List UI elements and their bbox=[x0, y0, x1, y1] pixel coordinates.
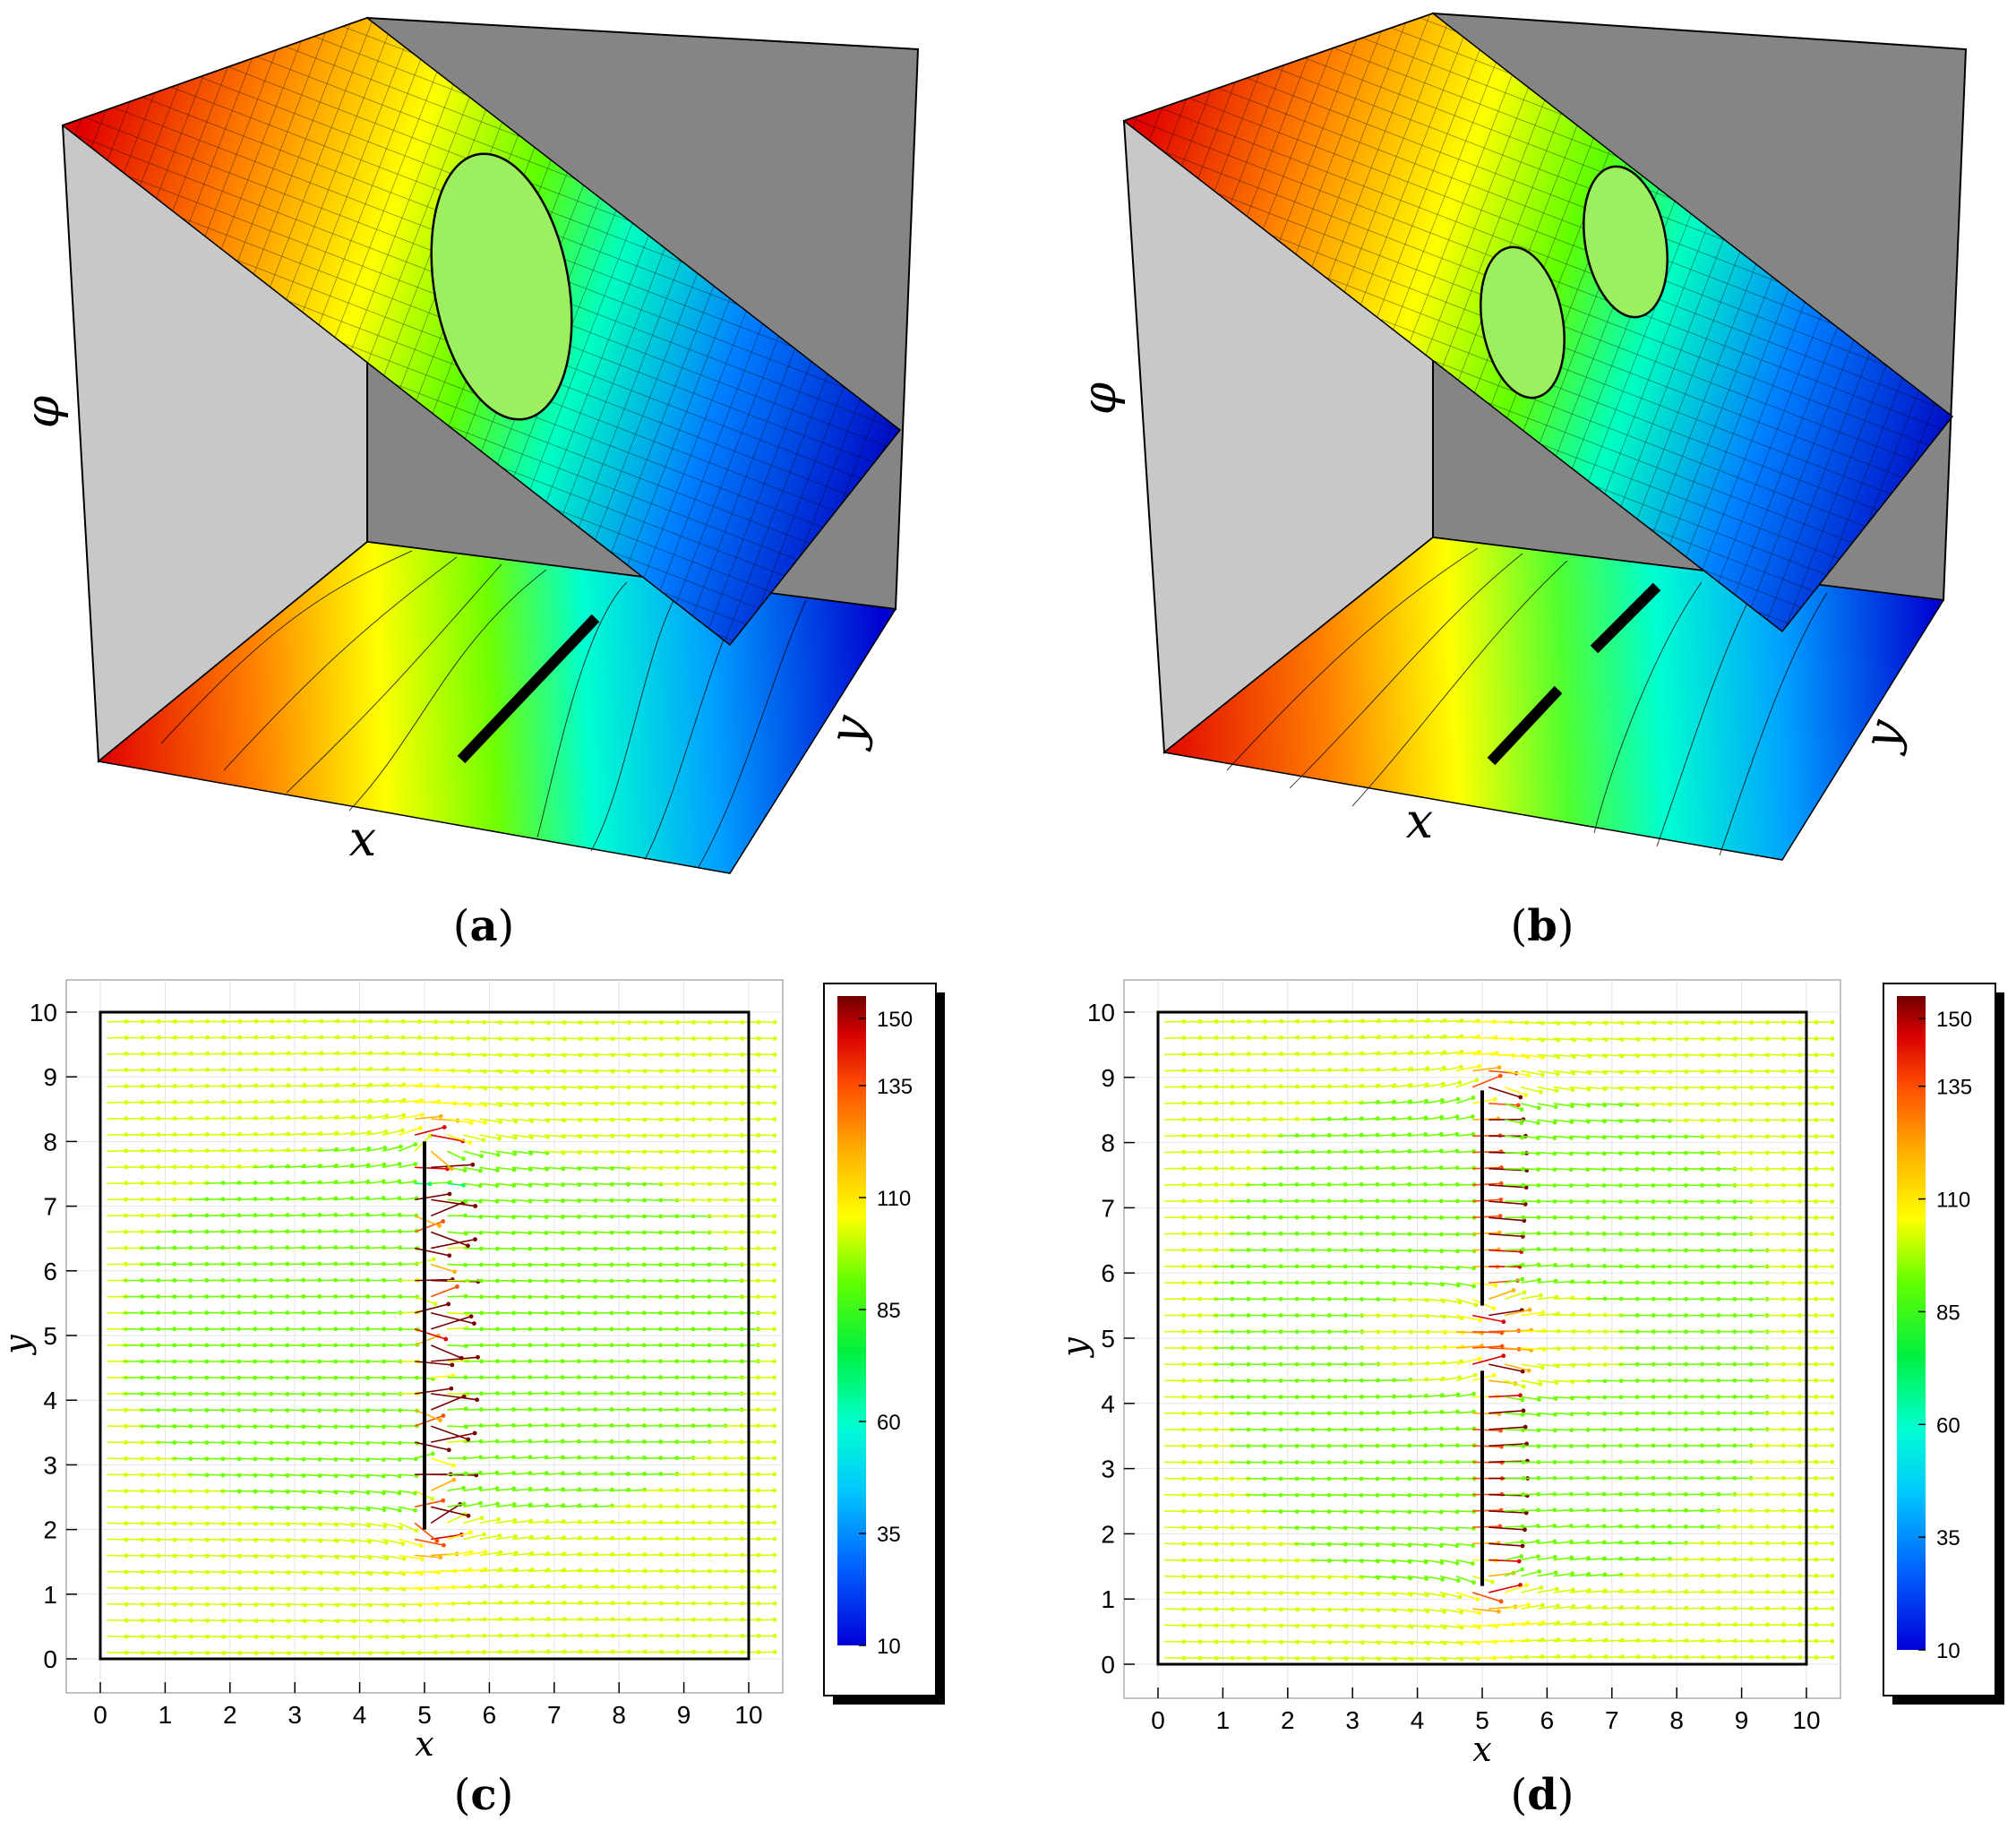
panel-c-vector-arrows bbox=[107, 1018, 777, 1656]
panel-c-y-tick-label: 2 bbox=[43, 1516, 57, 1544]
panel-c-colorbar bbox=[837, 996, 866, 1645]
panel-a-floor-crack bbox=[457, 614, 600, 764]
panel-c-x-tick-label: 10 bbox=[734, 1701, 762, 1729]
panel-a-surface-crack bbox=[430, 152, 573, 421]
panel-a-caption: (a) bbox=[453, 901, 515, 951]
panel-b-caption: (b) bbox=[1510, 901, 1574, 951]
panel-b-floor-crack-2 bbox=[1590, 582, 1661, 654]
panel-c-y-tick-label: 9 bbox=[43, 1063, 57, 1091]
panel-b-y-axis-label: y bbox=[1851, 713, 1914, 757]
panel-d-y-tick-label: 7 bbox=[1101, 1194, 1115, 1222]
panel-a-z-axis-label: φ bbox=[16, 395, 70, 428]
panel-d-domain-border bbox=[1156, 1010, 1808, 1666]
panel-d-colorbar-tick-label: 60 bbox=[1936, 1413, 1960, 1438]
panel-c-x-tick-label: 9 bbox=[677, 1701, 691, 1729]
panel-d-y-tick-label: 9 bbox=[1101, 1064, 1115, 1092]
panel-c-domain-border bbox=[99, 1010, 751, 1661]
panel-c-x-tick-label: 5 bbox=[417, 1701, 432, 1729]
panel-c-x-tick-label: 3 bbox=[287, 1701, 302, 1729]
panel-a-y-axis-label: y bbox=[817, 709, 879, 752]
panel-b-floor-contours bbox=[1226, 547, 1828, 856]
panel-d-x-tick-label: 8 bbox=[1669, 1706, 1684, 1734]
panel-c-y-tick-label: 6 bbox=[43, 1258, 57, 1285]
panel-b-x-axis-label: x bbox=[1406, 793, 1433, 849]
panel-d-colorbar-tick-label: 150 bbox=[1936, 1008, 1972, 1032]
panel-d-y-tick-label: 1 bbox=[1101, 1585, 1115, 1613]
panel-d-y-tick-label: 6 bbox=[1101, 1259, 1115, 1287]
panel-d-x-tick-label: 6 bbox=[1540, 1706, 1555, 1734]
panel-d-y-tick-label: 0 bbox=[1101, 1651, 1115, 1679]
panel-a-floor-contours bbox=[160, 550, 807, 868]
panel-c-x-tick-label: 7 bbox=[547, 1701, 562, 1729]
panel-c-y-tick-label: 0 bbox=[43, 1645, 57, 1673]
panel-d-x-tick-label: 4 bbox=[1411, 1706, 1425, 1734]
panel-d-x-tick-label: 0 bbox=[1151, 1706, 1165, 1734]
panel-c-x-tick-label: 0 bbox=[93, 1701, 107, 1729]
panel-a-floor bbox=[97, 541, 897, 874]
panel-d-y-axis-label: y bbox=[1055, 1337, 1094, 1359]
panel-b-surface-crack-1 bbox=[1480, 245, 1566, 399]
panel-c-colorbar-tick-label: 110 bbox=[877, 1187, 911, 1211]
panel-d-x-tick-label: 1 bbox=[1216, 1706, 1231, 1734]
panel-c-vector-plot: 0 1 2 3 4 5 6 7 8 9 10 0 1 2 3 4 5 6 7 8 9 10 x y 10 35 60 85 110 135… bbox=[0, 979, 945, 1764]
panel-d-caption: (d) bbox=[1510, 1770, 1574, 1820]
panel-c-y-tick-label: 4 bbox=[43, 1387, 57, 1414]
panel-b-surface-crack-2 bbox=[1583, 165, 1669, 319]
panel-c-x-tick-label: 8 bbox=[612, 1701, 626, 1729]
panel-c-x-tick-label: 2 bbox=[223, 1701, 237, 1729]
panel-d-colorbar bbox=[1897, 996, 1926, 1650]
panel-a-x-axis-label: x bbox=[349, 811, 376, 867]
panel-d-vector-plot: 0 1 2 3 4 5 6 7 8 9 10 0 1 2 3 4 5 6 7 8 9 10 x y 10 35 60 85 110 135… bbox=[1055, 979, 2004, 1769]
panel-c-x-tick-label: 1 bbox=[159, 1701, 173, 1729]
panel-d-x-tick-label: 3 bbox=[1345, 1706, 1360, 1734]
panel-c-x-tick-label: 6 bbox=[483, 1701, 497, 1729]
panel-d-x-tick-label: 2 bbox=[1281, 1706, 1295, 1734]
panel-d-gridlines bbox=[1124, 980, 1840, 1698]
panel-d-y-tick-label: 10 bbox=[1087, 999, 1115, 1026]
panel-d-colorbar-tick-label: 85 bbox=[1936, 1301, 1960, 1325]
panel-c-x-axis-label: x bbox=[415, 1724, 433, 1764]
panel-d-y-tick-label: 5 bbox=[1101, 1325, 1115, 1353]
panel-c-colorbar-tick-label: 35 bbox=[877, 1523, 901, 1547]
panel-d-vector-arrows bbox=[1164, 1018, 1835, 1662]
panel-d-y-tick-label: 3 bbox=[1101, 1456, 1115, 1483]
panel-b-z-axis-label: φ bbox=[1073, 382, 1127, 415]
panel-c-colorbar-tick-label: 150 bbox=[877, 1008, 913, 1032]
panel-c-caption: (c) bbox=[454, 1770, 514, 1820]
panel-b-surface-plot: φ x y bbox=[1073, 12, 1968, 861]
panel-d-colorbar-tick-label: 110 bbox=[1936, 1189, 1970, 1213]
panel-c-y-tick-label: 8 bbox=[43, 1128, 57, 1155]
panel-d-y-tick-label: 8 bbox=[1101, 1129, 1115, 1157]
panel-d-y-tick-label: 4 bbox=[1101, 1390, 1115, 1418]
panel-a-surface-plot: φ x y bbox=[16, 16, 920, 874]
panel-c-x-tick-label: 4 bbox=[353, 1701, 367, 1729]
panel-c-y-tick-label: 5 bbox=[43, 1322, 57, 1350]
panel-c-y-axis-label: y bbox=[0, 1335, 37, 1356]
panel-d-x-axis-label: x bbox=[1472, 1730, 1491, 1769]
panel-d-y-tick-label: 2 bbox=[1101, 1520, 1115, 1548]
panel-c-colorbar-tick-label: 135 bbox=[877, 1075, 913, 1099]
panel-c-y-tick-label: 7 bbox=[43, 1193, 57, 1221]
panel-c-colorbar-tick-label: 10 bbox=[877, 1635, 901, 1659]
panel-d-x-tick-label: 7 bbox=[1605, 1706, 1619, 1734]
panel-d-colorbar-tick-label: 35 bbox=[1936, 1526, 1960, 1550]
panel-d-colorbar-tick-label: 10 bbox=[1936, 1639, 1960, 1663]
panel-d-x-tick-label: 10 bbox=[1792, 1706, 1820, 1734]
panel-c-y-tick-label: 3 bbox=[43, 1451, 57, 1479]
panel-c-y-tick-label: 1 bbox=[43, 1581, 57, 1609]
panel-c-colorbar-tick-label: 60 bbox=[877, 1411, 901, 1435]
panel-d-x-tick-label: 5 bbox=[1475, 1706, 1489, 1734]
panel-c-colorbar-tick-label: 85 bbox=[877, 1299, 901, 1323]
panel-c-y-tick-label: 10 bbox=[30, 999, 57, 1026]
panel-d-x-tick-label: 9 bbox=[1735, 1706, 1749, 1734]
panel-b-floor-crack-1 bbox=[1487, 685, 1563, 766]
panel-d-colorbar-tick-label: 135 bbox=[1936, 1076, 1972, 1100]
